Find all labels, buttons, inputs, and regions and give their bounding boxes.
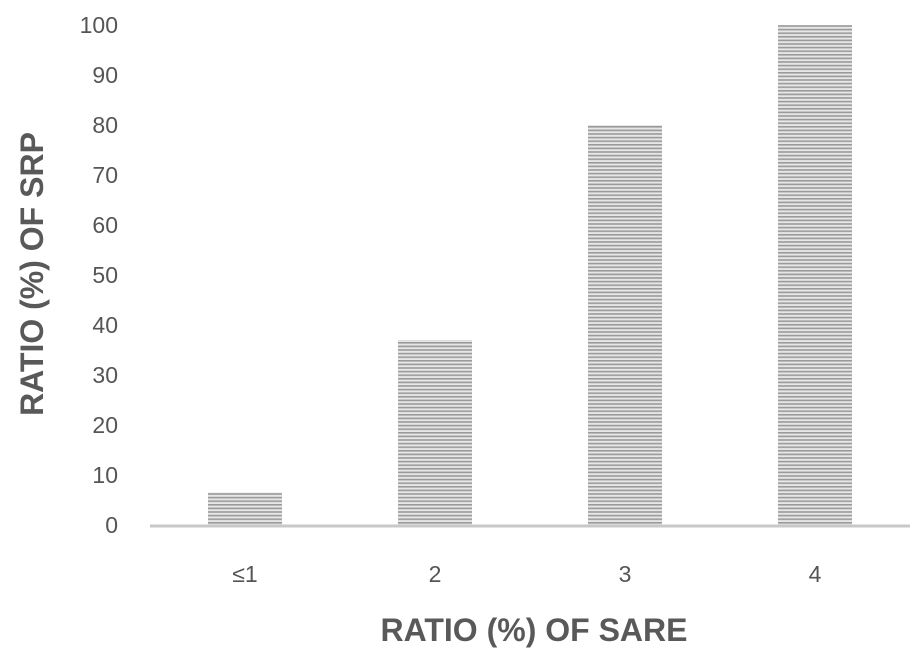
y-tick-label: 30	[92, 362, 118, 388]
bar-1	[208, 492, 282, 525]
y-tick-label: 60	[92, 212, 118, 238]
x-tick-label: 4	[809, 561, 822, 587]
y-tick-label: 100	[80, 12, 118, 38]
bar-4	[778, 25, 852, 525]
bar-3	[588, 125, 662, 525]
x-tick-label: 2	[429, 561, 442, 587]
x-axis-title: RATIO (%) OF SARE	[381, 612, 688, 648]
y-tick-label: 70	[92, 162, 118, 188]
y-tick-label: 80	[92, 112, 118, 138]
y-axis-title: RATIO (%) OF SRP	[14, 132, 50, 416]
y-tick-label: 20	[92, 412, 118, 438]
y-tick-label: 0	[105, 512, 118, 538]
x-tick-label: 3	[619, 561, 632, 587]
y-tick-labels: 0 10 20 30 40 50 60 70 80 90 100	[80, 12, 118, 538]
x-tick-labels: ≤1 2 3 4	[232, 561, 821, 587]
y-tick-label: 50	[92, 262, 118, 288]
bar-2	[398, 340, 472, 525]
x-tick-label: ≤1	[232, 561, 257, 587]
y-tick-label: 90	[92, 62, 118, 88]
bars-layer	[208, 25, 852, 525]
y-tick-label: 10	[92, 462, 118, 488]
y-tick-label: 40	[92, 312, 118, 338]
